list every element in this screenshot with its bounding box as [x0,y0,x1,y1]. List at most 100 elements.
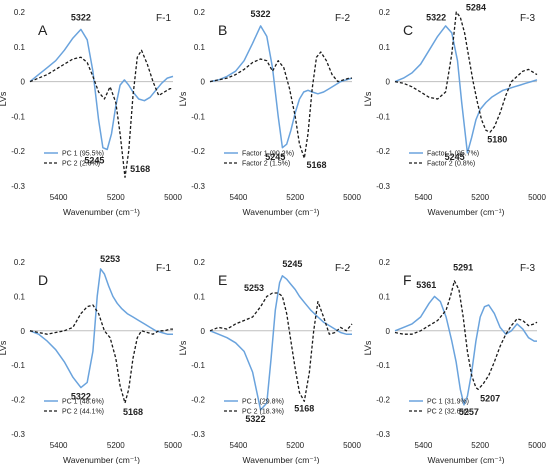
y-tick-label: 0 [386,327,391,336]
peak-label: 5245 [282,259,302,269]
peak-label: 5361 [416,280,436,290]
peak-label: 5253 [244,283,264,293]
legend-label: PC 1 (95.5%) [62,151,104,158]
legend-label: Factor 2 (0.8%) [427,161,475,168]
y-tick-label: -0.3 [376,430,390,439]
legend-label: PC 2 (2.6%) [62,161,100,168]
y-tick-label: 0.2 [379,8,391,17]
y-tick-label: 0.2 [194,8,206,17]
series-line-1 [29,28,174,151]
series-line-2 [209,292,353,402]
y-tick-label: 0 [21,78,26,87]
y-tick-label: 0.1 [194,292,206,301]
y-axis-title: LVs [178,340,188,355]
peak-label: 5253 [100,254,120,264]
x-tick-label: 5000 [164,193,182,202]
x-tick-label: 5200 [471,441,489,450]
legend-label: PC 2 (18.3%) [242,409,284,416]
peak-label: 5322 [71,13,91,23]
y-tick-label: -0.2 [191,396,205,405]
y-axis-title: LVs [363,91,373,106]
series-line-2 [209,51,352,159]
x-tick-label: 5400 [230,441,248,450]
panel-tag: F-2 [335,13,350,24]
peak-label: 5245 [445,152,465,162]
peak-label: 5168 [123,407,143,417]
series-line-2 [394,11,538,133]
y-axis-title: LVs [0,340,8,355]
y-tick-label: 0.2 [14,8,26,17]
legend-label: Factor 1 (95.7%) [427,151,479,158]
x-axis-title: Wavenumber (cm⁻¹) [63,207,140,217]
panel-letter: B [218,22,227,38]
y-tick-label: 0.1 [14,292,26,301]
panel-letter: E [218,272,227,288]
legend-label: Factor 2 (1.5%) [242,161,290,168]
x-axis-title: Wavenumber (cm⁻¹) [243,207,320,217]
series-line-1 [394,295,537,406]
peak-label: 5322 [245,414,265,424]
panel-e: -0.3 -0.2 -0.1 0 0.1 0.2 5400 5200 5000 Wavenumbe… [178,258,361,464]
x-tick-label: 5200 [107,441,125,450]
panel-letter: D [38,272,48,288]
panel-tag: F-2 [335,263,350,274]
y-tick-label: 0 [201,327,206,336]
x-tick-label: 5000 [528,193,546,202]
panel-letter: A [38,22,48,38]
y-tick-label: -0.2 [376,147,390,156]
peak-label: 5322 [71,392,91,402]
panel-b: -0.3 -0.2 -0.1 0 0.1 0.2 5400 5200 5000 Wavenumbe… [178,8,361,217]
y-tick-label: -0.1 [11,361,25,370]
x-tick-label: 5200 [107,193,125,202]
y-tick-label: 0 [21,327,26,336]
peak-label: 5284 [466,2,486,12]
y-tick-label: -0.3 [11,182,25,191]
panel-a: -0.3 -0.2 -0.1 0 0.1 0.2 5400 5200 5000 Wavenumbe… [0,8,182,217]
panel-f: -0.3 -0.2 -0.1 0 0.1 0.2 5400 5200 5000 Wavenumbe… [363,258,546,464]
peak-label: 5180 [487,135,507,145]
legend-label: Factor 1 (90.2%) [242,151,294,158]
peak-label: 5245 [265,152,285,162]
x-tick-label: 5000 [528,441,546,450]
y-tick-label: -0.2 [376,396,390,405]
x-axis-title: Wavenumber (cm⁻¹) [243,455,320,464]
y-tick-label: 0.1 [14,43,26,52]
panel-c: -0.3 -0.2 -0.1 0 0.1 0.2 5400 5200 5000 Wavenumbe… [363,2,546,217]
series-line-2 [394,280,538,390]
y-tick-label: 0.1 [379,292,391,301]
series-line-1 [209,25,353,149]
x-tick-label: 5400 [50,193,68,202]
x-tick-label: 5400 [230,193,248,202]
x-tick-label: 5400 [50,441,68,450]
y-tick-label: -0.1 [191,361,205,370]
x-tick-label: 5200 [471,193,489,202]
peak-label: 5168 [130,164,150,174]
peak-label: 5322 [426,13,446,23]
series-line-1 [394,25,538,154]
y-tick-label: -0.1 [191,112,205,121]
peak-label: 5168 [306,160,326,170]
y-axis-title: LVs [0,91,8,106]
y-tick-label: 0.2 [14,258,26,267]
peak-label: 5207 [480,393,500,403]
y-tick-label: -0.1 [376,112,390,121]
y-axis-title: LVs [363,340,373,355]
series-line-1 [209,275,352,411]
peak-label: 5257 [459,407,479,417]
y-tick-label: 0 [386,78,391,87]
panel-tag: F-3 [520,13,535,24]
y-tick-label: 0.2 [379,258,391,267]
y-tick-label: -0.3 [11,430,25,439]
y-tick-label: -0.1 [11,112,25,121]
y-tick-label: -0.2 [11,147,25,156]
y-tick-label: -0.3 [191,430,205,439]
peak-label: 5245 [84,155,104,165]
panel-tag: F-3 [520,263,535,274]
y-tick-label: 0.2 [194,258,206,267]
x-tick-label: 5000 [343,441,361,450]
y-tick-label: -0.3 [191,182,205,191]
x-tick-label: 5400 [415,441,433,450]
x-tick-label: 5400 [415,193,433,202]
y-tick-label: -0.3 [376,182,390,191]
